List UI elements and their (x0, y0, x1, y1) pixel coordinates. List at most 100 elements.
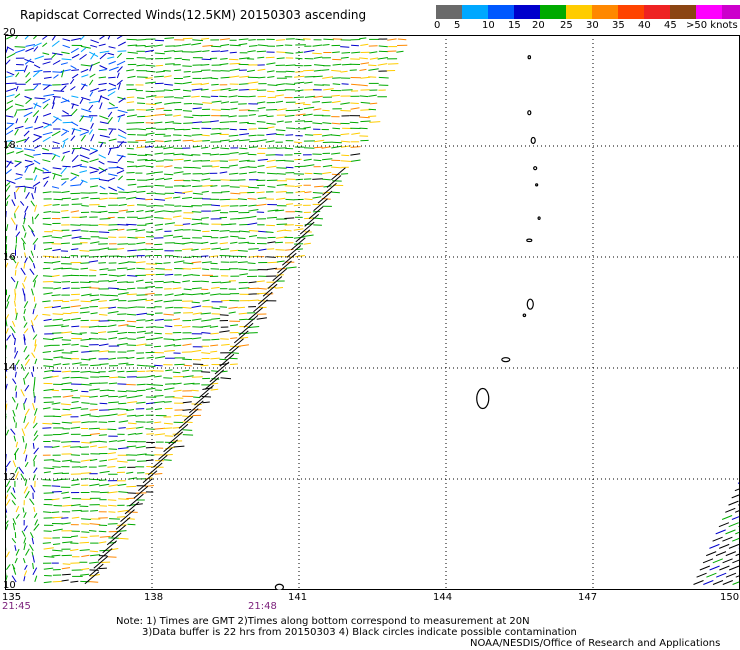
wind-vector (6, 160, 12, 168)
wind-vector (14, 300, 16, 307)
wind-vector (70, 305, 81, 308)
wind-vector (89, 150, 98, 155)
wind-vector (109, 376, 119, 379)
wind-vector (15, 72, 20, 78)
wind-vector (146, 172, 155, 175)
wind-vector (5, 105, 14, 111)
wind-vector (163, 152, 175, 155)
wind-vector (107, 324, 117, 327)
wind-vector (51, 554, 61, 557)
wind-vector (62, 110, 70, 115)
wind-vector (145, 375, 155, 378)
wind-vector (154, 198, 166, 201)
wind-vector (71, 95, 79, 98)
wind-vector (90, 122, 94, 129)
wind-vector (118, 395, 128, 398)
wind-vector (43, 555, 55, 558)
wind-vector (145, 209, 155, 213)
wind-vector (211, 370, 219, 372)
wind-vector (107, 177, 116, 182)
wind-vector (33, 376, 36, 385)
wind-vector (321, 146, 331, 149)
wind-vector (276, 183, 288, 186)
wind-vector (118, 41, 126, 47)
wind-vector (211, 146, 220, 150)
wind-vector (32, 422, 38, 429)
wind-vector (145, 326, 156, 328)
wind-vector (174, 210, 182, 212)
wind-vector (210, 242, 218, 245)
wind-vector (23, 65, 28, 73)
wind-vector (107, 294, 119, 297)
wind-vector (182, 185, 192, 187)
wind-vector (14, 111, 18, 117)
edge-wind-vector (188, 400, 204, 414)
wind-vector (294, 185, 303, 188)
wind-vector (182, 375, 194, 378)
wind-vector (211, 247, 221, 250)
wind-vector (10, 428, 16, 435)
wind-vector (33, 175, 38, 181)
wind-vector (192, 140, 203, 143)
wind-vector (164, 75, 172, 78)
wind-vector (126, 427, 137, 430)
wind-vector (99, 535, 111, 538)
edge-wind-vector (102, 540, 118, 554)
wind-vector (146, 338, 157, 341)
wind-vector (267, 209, 279, 212)
wind-vector (145, 387, 156, 390)
island-outline (501, 357, 511, 363)
wind-vector (285, 266, 297, 269)
wind-vector (377, 63, 388, 66)
wind-vector (61, 69, 65, 78)
wind-vector (107, 87, 117, 92)
wind-vector (321, 101, 332, 104)
wind-vector (60, 69, 71, 73)
legend-swatch (488, 5, 514, 19)
wind-vector (20, 473, 26, 482)
wind-vector (88, 281, 99, 283)
wind-vector (257, 68, 266, 71)
wind-vector (5, 524, 9, 531)
wind-vector (230, 192, 241, 195)
wind-vector (117, 114, 126, 118)
wind-vector (13, 447, 19, 456)
wind-vector (32, 567, 38, 576)
wind-vector (331, 145, 342, 149)
edge-wind-vector (120, 509, 135, 522)
wind-vector (51, 445, 60, 448)
wind-vector (118, 203, 127, 207)
wind-vector (42, 427, 52, 429)
wind-vector (62, 563, 71, 565)
wind-vector (21, 428, 26, 436)
wind-vector (146, 313, 155, 316)
wind-vector (201, 332, 211, 334)
wind-vector (80, 300, 92, 303)
wind-vector (118, 420, 129, 423)
wind-vector (60, 99, 70, 104)
wind-vector (52, 71, 63, 73)
edge-wind-vector (178, 416, 194, 429)
wind-vector (247, 222, 258, 226)
wind-vector (90, 52, 96, 60)
wind-vector (43, 292, 53, 295)
wind-vector (239, 133, 250, 136)
wind-vector (314, 185, 324, 188)
wind-vector (163, 159, 174, 161)
wind-vector (201, 178, 211, 181)
wind-vector (313, 108, 322, 111)
wind-vector (127, 261, 136, 263)
wind-vector (53, 349, 64, 352)
wind-vector (70, 299, 80, 301)
wind-vector (135, 394, 143, 397)
wind-vector (295, 38, 305, 41)
wind-vector (14, 125, 24, 130)
wind-vector (248, 140, 259, 143)
wind-vector (155, 107, 165, 110)
wind-vector (81, 205, 89, 207)
wind-vector (90, 364, 101, 367)
wind-vector (98, 465, 107, 467)
wind-vector (725, 572, 737, 578)
wind-vector (154, 408, 163, 411)
wind-vector (173, 114, 182, 117)
